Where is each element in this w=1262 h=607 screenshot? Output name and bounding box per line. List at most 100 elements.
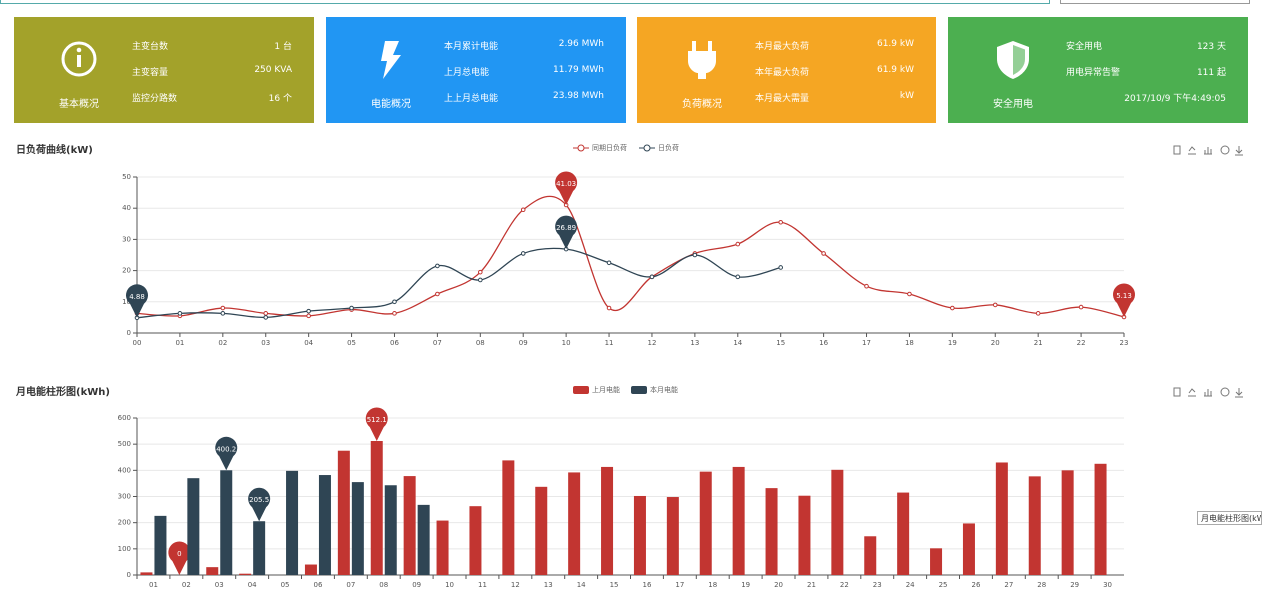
card-label: 负荷概况 xyxy=(682,99,722,110)
card-value: 61.9 kW xyxy=(876,39,914,49)
bar xyxy=(286,470,299,575)
bar xyxy=(930,548,943,575)
bar xyxy=(304,564,317,575)
pin-label: 205.5 xyxy=(249,496,269,504)
x-tick-label: 07 xyxy=(433,339,442,347)
x-tick-label: 13 xyxy=(544,581,553,589)
line-point xyxy=(478,277,483,283)
line-point xyxy=(520,207,526,213)
line-point xyxy=(735,274,741,280)
card-value: 123 天 xyxy=(1196,42,1226,52)
tooltip: 月电能柱形图(kWh) xyxy=(1197,511,1262,525)
card-key: 本年最大负荷 xyxy=(755,68,810,78)
line-point xyxy=(220,305,226,311)
line-point xyxy=(435,291,440,297)
y-tick-label: 600 xyxy=(118,414,131,422)
y-tick-label: 500 xyxy=(118,440,131,448)
x-tick-label: 08 xyxy=(379,581,388,589)
y-tick-label: 300 xyxy=(118,493,131,501)
bar xyxy=(370,441,383,575)
card-icon xyxy=(688,41,716,79)
bar xyxy=(666,497,679,575)
card-value: kW xyxy=(899,91,914,101)
line-point xyxy=(349,305,354,311)
x-tick-label: 07 xyxy=(346,581,355,589)
card-key: 用电异常告警 xyxy=(1066,68,1121,78)
line-point xyxy=(992,302,998,308)
card-key: 上月总电能 xyxy=(444,68,490,78)
legend-label: 日负荷 xyxy=(658,143,679,152)
x-tick-label: 19 xyxy=(741,581,750,589)
line-point xyxy=(1078,304,1084,310)
line-point xyxy=(177,311,183,316)
x-tick-label: 15 xyxy=(776,339,785,347)
summary-card: 安全用电 安全用电 123 天用电异常告警 111 起 2017/10/9 下午4:49… xyxy=(948,17,1248,123)
x-tick-label: 18 xyxy=(905,339,914,347)
bar xyxy=(1094,463,1107,575)
x-tick-label: 19 xyxy=(948,339,957,347)
card-key: 主变台数 xyxy=(132,42,169,52)
x-tick-label: 13 xyxy=(690,339,699,347)
x-tick-label: 20 xyxy=(774,581,783,589)
pin-marker xyxy=(215,436,238,471)
bar xyxy=(535,486,548,575)
x-tick-label: 21 xyxy=(1034,339,1043,347)
x-tick-label: 23 xyxy=(873,581,882,589)
pin-label: 512.1 xyxy=(367,416,387,424)
x-tick-label: 23 xyxy=(1120,339,1129,347)
pin-marker xyxy=(555,171,578,205)
card-icon xyxy=(61,41,97,77)
bar xyxy=(469,506,482,575)
top-input xyxy=(1060,0,1250,4)
bar xyxy=(417,504,430,575)
line-point xyxy=(692,252,698,258)
bar xyxy=(206,567,219,575)
x-tick-label: 24 xyxy=(906,581,915,589)
chart-title: 月电能柱形图(kWh) xyxy=(15,385,110,398)
line-point xyxy=(306,308,311,314)
bar xyxy=(1028,476,1041,575)
bar xyxy=(732,466,745,575)
card-label: 安全用电 xyxy=(993,99,1033,110)
card-key: 监控分路数 xyxy=(132,94,178,104)
y-tick-label: 0 xyxy=(127,329,131,337)
bar xyxy=(337,450,350,575)
line-point xyxy=(435,263,440,269)
bar xyxy=(253,521,266,575)
x-tick-label: 09 xyxy=(412,581,421,589)
bar xyxy=(154,515,167,575)
y-tick-label: 20 xyxy=(122,267,131,275)
card-value: 2.96 MWh xyxy=(558,39,604,49)
line-point xyxy=(263,315,269,320)
bar xyxy=(995,462,1008,575)
pin-label: 4.88 xyxy=(129,293,145,301)
legend-symbol xyxy=(573,386,589,394)
x-tick-label: 11 xyxy=(605,339,614,347)
y-tick-label: 40 xyxy=(122,204,131,212)
bar xyxy=(239,573,252,575)
x-tick-label: 04 xyxy=(248,581,257,589)
x-tick-label: 14 xyxy=(733,339,742,347)
y-tick-label: 30 xyxy=(122,235,131,243)
legend-label: 本月电能 xyxy=(650,385,678,394)
x-tick-label: 09 xyxy=(519,339,528,347)
x-tick-label: 14 xyxy=(577,581,586,589)
line-point xyxy=(520,251,526,256)
bar xyxy=(897,492,910,575)
x-tick-label: 28 xyxy=(1037,581,1046,589)
bar xyxy=(187,478,200,575)
x-tick-label: 17 xyxy=(862,339,871,347)
line-point xyxy=(606,260,612,266)
top-input xyxy=(0,0,1050,4)
bar xyxy=(436,520,449,575)
bar xyxy=(351,482,364,575)
line-point xyxy=(649,274,655,280)
card-value: 23.98 MWh xyxy=(553,91,604,101)
card-value: 250 KVA xyxy=(254,65,292,75)
bar xyxy=(831,469,844,575)
x-tick-label: 22 xyxy=(840,581,849,589)
line-point xyxy=(478,269,483,275)
card-icon xyxy=(381,41,401,79)
x-tick-label: 21 xyxy=(807,581,816,589)
x-tick-label: 08 xyxy=(476,339,485,347)
